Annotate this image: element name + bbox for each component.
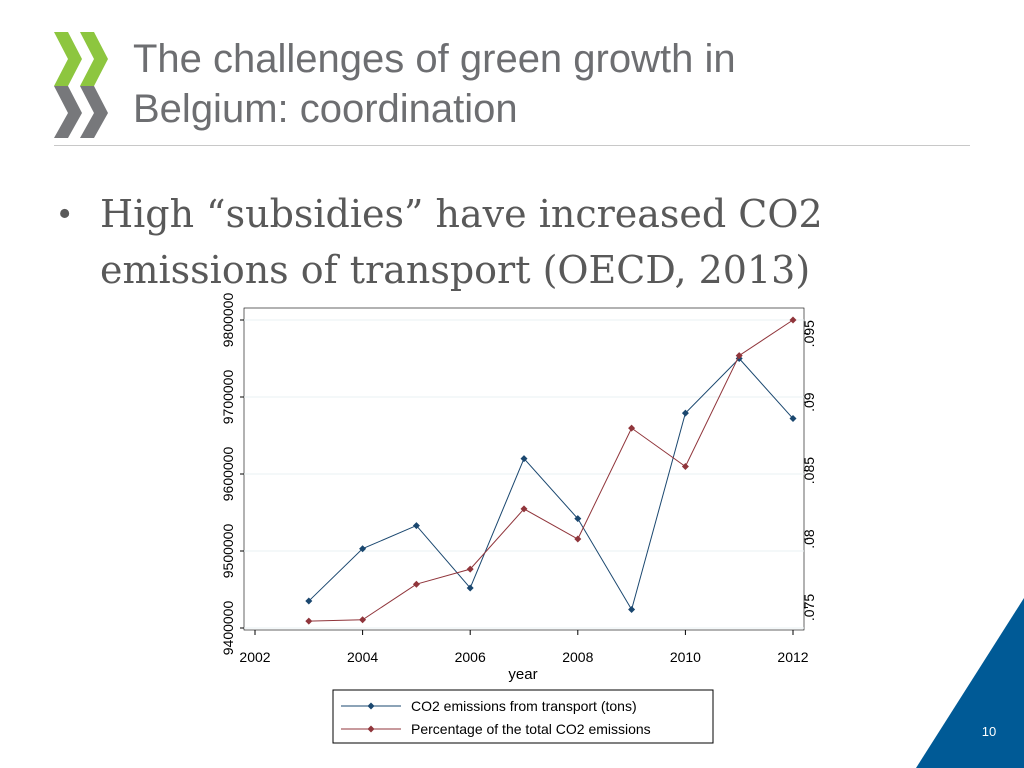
series-point [305,617,313,625]
axes: 9400000 9500000 9600000 9700000 9800000 .075.… [220,293,817,665]
co2-transport-chart: 9400000 9500000 9600000 9700000 9800000 .075.… [200,292,848,768]
series-point [628,606,636,614]
series-point [359,545,367,553]
series-point [628,424,636,432]
bullet-marker: • [58,193,72,235]
x-tick-label: 2012 [777,649,808,665]
title-divider [54,145,970,146]
y-left-tick-label: 9800000 [220,293,236,348]
series-point [574,535,582,543]
oecd-logo [54,32,108,138]
y-left-tick-label: 9600000 [220,447,236,502]
y-right-tick-label: .075 [801,594,817,621]
slide-title-line2: Belgium: coordination [133,87,518,131]
x-tick-label: 2002 [239,649,270,665]
y-right-tick-label: .085 [801,457,817,484]
logo-chevron-green [80,32,108,86]
y-right-tick-label: .08 [801,529,817,549]
series-point [789,415,797,423]
legend-label: CO2 emissions from transport (tons) [411,698,637,714]
x-axis-label: year [508,666,537,683]
plot-area [243,307,805,631]
legend-box [332,689,714,744]
logo-chevron-gray [80,86,108,138]
series-point [574,515,582,523]
series-line [308,357,794,611]
series-line [308,319,794,622]
series-point [359,616,367,624]
corner-decoration [916,598,1024,768]
slide-title: The challenges of green growth in Belgiu… [133,34,933,134]
series-point [520,505,528,513]
y-left-tick-label: 9700000 [220,370,236,425]
y-right-tick-label: .095 [801,320,817,347]
legend-label: Percentage of the total CO2 emissions [411,721,651,737]
x-tick-label: 2008 [562,649,593,665]
series-point [789,316,797,324]
series-point [466,584,474,592]
x-tick-label: 2006 [455,649,486,665]
series-lines [305,316,797,625]
series-point [305,597,313,605]
y-right-tick-label: .09 [801,392,817,412]
logo-chevron-gray [54,86,82,138]
slide-title-line1: The challenges of green growth in [133,37,736,81]
page-number: 10 [981,724,997,739]
series-point [735,352,743,360]
legend: CO2 emissions from transport (tons) Perce… [332,689,714,744]
series-point [681,462,689,470]
y-left-tick-label: 9400000 [220,601,236,656]
series-point [520,455,528,463]
legend-marker [367,725,375,733]
bullet-text: High “subsidies” have increased CO2 emis… [100,192,823,292]
series-point [412,522,420,530]
legend-marker [367,702,375,710]
series-point [681,409,689,417]
x-tick-label: 2004 [347,649,378,665]
series-point [466,565,474,573]
x-tick-label: 2010 [670,649,701,665]
gridlines [244,319,804,629]
y-left-tick-label: 9500000 [220,524,236,579]
logo-chevron-green [54,32,82,86]
series-point [412,580,420,588]
